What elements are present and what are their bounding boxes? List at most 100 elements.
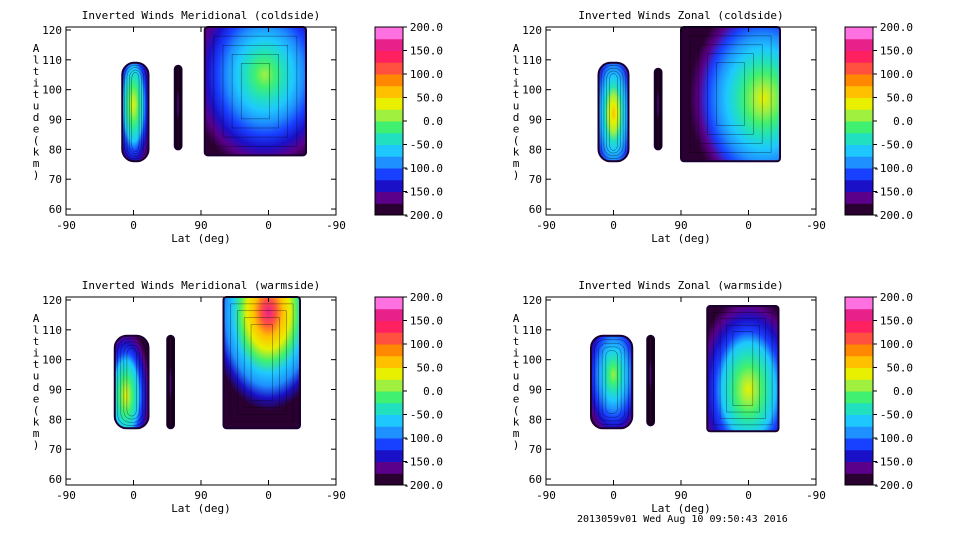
x-tick-label: 0 <box>745 489 752 502</box>
y-axis-label: ) <box>33 439 40 452</box>
y-axis-label: m <box>513 427 520 440</box>
y-axis-label: e <box>33 123 40 136</box>
colorbar-tick-label: -150.0 <box>403 456 443 469</box>
y-axis-label: u <box>33 370 40 383</box>
contour-line <box>176 67 180 148</box>
colorbar-tick-label: 100.0 <box>880 338 913 351</box>
y-axis-label: i <box>513 347 520 360</box>
contour-line <box>600 65 627 159</box>
colorbar-swatch <box>845 62 873 75</box>
contour-line <box>707 53 754 135</box>
y-axis-label: ( <box>513 134 520 147</box>
contour-line <box>605 350 618 414</box>
colorbar-tick-label: -100.0 <box>873 432 913 445</box>
contour-line <box>609 73 618 151</box>
chart-title: Inverted Winds Zonal (coldside) <box>578 9 783 22</box>
colorbar-tick-label: 100.0 <box>880 68 913 81</box>
colorbar-tick-label: -50.0 <box>880 409 913 422</box>
y-tick-label: 80 <box>529 413 542 426</box>
colorbar-tick-label: -200.0 <box>403 209 443 222</box>
x-axis-label: Lat (deg) <box>171 232 231 245</box>
panel-2: 120 110 100 90 80 70 60 -90 0 90 0 -90 Inverted Wind… <box>513 9 913 245</box>
region-left-block <box>590 334 634 430</box>
contour-line <box>689 35 772 153</box>
contour-line <box>213 35 298 147</box>
region-main <box>203 26 307 157</box>
colorbar-swatch <box>375 62 403 75</box>
y-axis-label: u <box>33 100 40 113</box>
colorbar-swatch <box>845 308 873 321</box>
y-axis-label: ) <box>33 169 40 182</box>
colorbar-swatch <box>845 132 873 145</box>
x-tick-label: 0 <box>265 489 272 502</box>
region-left-block <box>597 61 630 163</box>
colorbar-tick-label: 150.0 <box>880 315 913 328</box>
x-tick-label: 0 <box>745 219 752 232</box>
y-axis-label: ) <box>513 439 520 452</box>
colorbar-swatch <box>845 97 873 110</box>
colorbar-tick-label: -200.0 <box>873 209 913 222</box>
contour-line <box>129 69 142 155</box>
colorbar-swatch <box>845 402 873 415</box>
contour-line <box>175 66 181 149</box>
y-tick-label: 110 <box>522 54 542 67</box>
y-axis-label: t <box>513 335 520 348</box>
chart-title: Inverted Winds Meridional (warmside) <box>82 279 320 292</box>
contour-line <box>732 331 754 406</box>
contour-line <box>168 337 173 427</box>
colorbar-tick-label: -100.0 <box>403 432 443 445</box>
contour-line <box>649 337 652 424</box>
contour-line <box>603 67 624 157</box>
colorbar-swatch <box>375 355 403 368</box>
y-axis-label: l <box>513 54 520 67</box>
contour-line <box>124 64 147 160</box>
y-axis-label: e <box>513 393 520 406</box>
contour-line <box>698 44 763 144</box>
y-tick-label: 120 <box>42 294 62 307</box>
colorbar-swatch <box>845 27 873 40</box>
y-tick-label: 60 <box>49 203 62 216</box>
y-axis-label: d <box>33 111 40 124</box>
colorbar-tick-label: 0.0 <box>423 385 443 398</box>
y-tick-label: 110 <box>522 324 542 337</box>
chart-title: Inverted Winds Zonal (warmside) <box>578 279 783 292</box>
y-axis-label: t <box>33 335 40 348</box>
y-axis-label: k <box>33 146 40 159</box>
colorbar-swatch <box>375 27 403 40</box>
y-tick-label: 90 <box>529 384 542 397</box>
colorbar-tick-label: 0.0 <box>893 385 913 398</box>
colorbar-swatch <box>845 332 873 345</box>
region-left-block <box>113 334 150 430</box>
colorbar-swatch <box>845 426 873 439</box>
colorbar-swatch <box>375 402 403 415</box>
x-tick-label: 90 <box>674 489 687 502</box>
y-axis-label: t <box>513 358 520 371</box>
x-tick-label: -90 <box>326 489 346 502</box>
colorbar-swatch <box>375 461 403 474</box>
colorbar-tick-label: 200.0 <box>880 21 913 34</box>
colorbar-swatch <box>845 344 873 357</box>
y-axis-label: k <box>513 146 520 159</box>
y-axis-label: t <box>33 358 40 371</box>
contour-line <box>176 67 180 148</box>
colorbar-swatch <box>375 391 403 404</box>
colorbar-swatch <box>375 85 403 98</box>
colorbar-swatch <box>375 168 403 181</box>
colorbar-swatch <box>375 438 403 451</box>
colorbar-swatch <box>375 308 403 321</box>
y-axis-label: A <box>513 312 520 325</box>
y-axis-label: l <box>513 324 520 337</box>
y-axis-label: l <box>33 324 40 337</box>
colorbar-swatch <box>845 191 873 204</box>
colorbar-swatch <box>375 449 403 462</box>
y-axis-label: A <box>513 42 520 55</box>
colorbar-swatch <box>375 320 403 333</box>
colorbar-swatch <box>845 156 873 169</box>
y-axis-label: m <box>33 157 40 170</box>
colorbar-swatch <box>375 473 403 486</box>
contour-line <box>117 338 146 426</box>
colorbar-swatch <box>845 391 873 404</box>
colorbar-swatch <box>845 449 873 462</box>
x-axis-label: Lat (deg) <box>171 502 231 515</box>
y-axis-label: t <box>513 88 520 101</box>
